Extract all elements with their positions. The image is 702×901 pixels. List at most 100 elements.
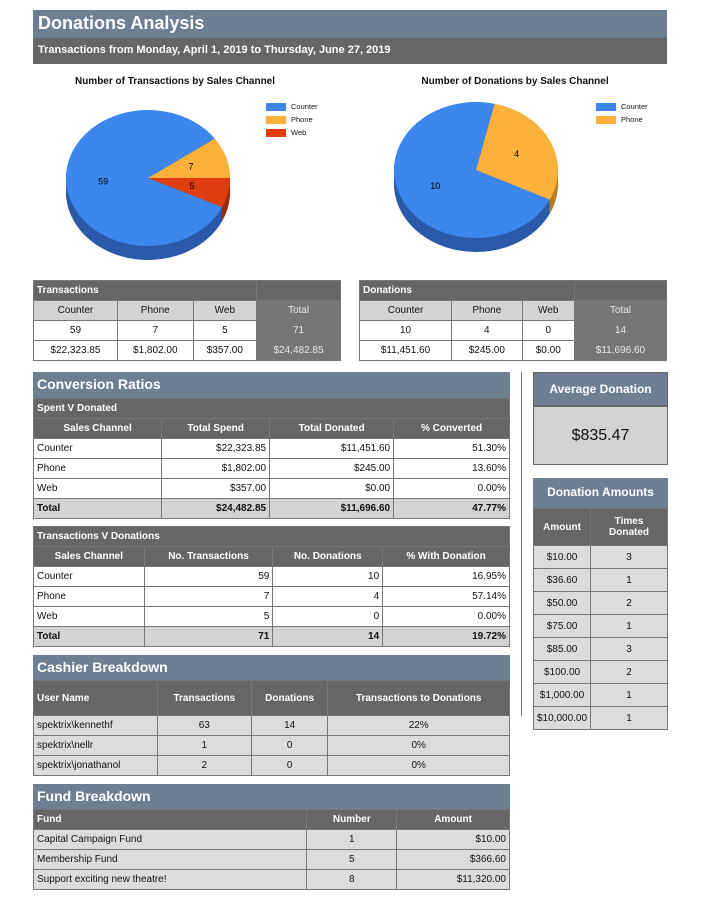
- table-cell: 14: [250, 715, 329, 736]
- table-cell: 7: [143, 586, 274, 607]
- table-cell: $11,320.00: [396, 869, 510, 890]
- table-cell: Total: [33, 626, 145, 647]
- table-cell: $1,000.00: [532, 683, 592, 707]
- table-cell: 8: [306, 869, 398, 890]
- table-cell: 0: [250, 735, 329, 756]
- legend-phone: Phone: [266, 113, 318, 126]
- transactions-pie-chart: 7 5 59: [65, 110, 230, 260]
- column-header: Sales Channel: [33, 546, 145, 567]
- donation-amounts-table: Amount Times Donated $10.00 3 $36.60 1 $50.00 2…: [532, 508, 668, 730]
- pie-data-label: 4: [514, 149, 519, 159]
- table-cell: 1: [590, 683, 668, 707]
- table-cell: 1: [590, 614, 668, 638]
- table-cell: 3: [590, 637, 668, 661]
- column-header: % With Donation: [382, 546, 510, 567]
- table-cell: $10.00: [532, 545, 592, 569]
- average-donation-value: $835.47: [533, 406, 668, 465]
- table-cell: 59: [143, 566, 274, 587]
- table-row: Web $357.00 $0.00 0.00%: [32, 478, 510, 499]
- pie-slice-counter: [65, 110, 223, 247]
- date-range-subtitle: Transactions from Monday, April 1, 2019 …: [33, 38, 667, 64]
- legend-counter: Counter: [266, 100, 318, 113]
- conversion-ratios-heading: Conversion Ratios: [33, 372, 510, 398]
- table-cell: $85.00: [532, 637, 592, 661]
- table-cell: spektrix\nellr: [33, 735, 158, 756]
- column-header: Transactions: [156, 680, 252, 716]
- divider: [521, 372, 522, 716]
- table-cell: $10,000.00: [532, 706, 592, 730]
- table-cell: $24,482.85: [161, 498, 271, 519]
- table-cell: 0: [272, 606, 384, 627]
- table-subtitle: Transactions V Donations: [33, 526, 510, 547]
- table-cell: $36.60: [532, 568, 592, 592]
- average-donation-heading: Average Donation: [533, 372, 668, 406]
- table-cell: $50.00: [532, 591, 592, 615]
- table-cell: $11,696.60: [269, 498, 395, 519]
- table-row: $50.00 2: [532, 591, 668, 615]
- table-cell: $100.00: [532, 660, 592, 684]
- table-row: spektrix\nellr 1 0 0%: [33, 735, 510, 756]
- table-cell: 1: [590, 568, 668, 592]
- table-cell: Counter: [33, 566, 145, 587]
- table-row: Web 5 0 0.00%: [33, 606, 510, 627]
- table-cell: 3: [590, 545, 668, 569]
- pie-slice-counter: [394, 102, 550, 238]
- table-row: $10.00 3: [532, 545, 668, 569]
- table-cell: Web: [33, 606, 145, 627]
- table-row: $100.00 2: [532, 660, 668, 684]
- table-cell: Capital Campaign Fund: [32, 829, 308, 850]
- table-cell: $0.00: [269, 478, 395, 499]
- table-cell: 51.30%: [393, 438, 510, 459]
- table-cell: $22,323.85: [161, 438, 271, 459]
- table-cell: 71: [143, 626, 274, 647]
- column-header: Times Donated: [590, 508, 668, 546]
- table-subtitle: Spent V Donated: [33, 398, 510, 419]
- table-cell: Membership Fund: [32, 849, 308, 870]
- table-row: $75.00 1: [532, 614, 668, 638]
- column-header: No. Donations: [272, 546, 384, 567]
- table-row: $36.60 1: [532, 568, 668, 592]
- table-cell: spektrix\kennethf: [33, 715, 158, 736]
- fund-breakdown-table: Fund Number Amount Capital Campaign Fund 1 $1…: [32, 809, 510, 890]
- column-header: % Converted: [393, 418, 510, 439]
- table-row: Membership Fund 5 $366.60: [32, 849, 510, 870]
- column-header: Donations: [250, 680, 329, 716]
- table-row: Phone $1,802.00 $245.00 13.60%: [32, 458, 510, 479]
- table-row: Capital Campaign Fund 1 $10.00: [32, 829, 510, 850]
- table-cell: 57.14%: [382, 586, 510, 607]
- table-cell: $245.00: [269, 458, 395, 479]
- table-row: $85.00 3: [532, 637, 668, 661]
- table-cell: 5: [306, 849, 398, 870]
- legend-web: Web: [266, 126, 318, 139]
- table-cell: 16.95%: [382, 566, 510, 587]
- table-row: Total 71 14 19.72%: [33, 626, 510, 647]
- table-cell: 0: [250, 755, 329, 776]
- table-row: Total $24,482.85 $11,696.60 47.77%: [32, 498, 510, 519]
- table-row: $1,000.00 1: [532, 683, 668, 707]
- table-cell: $75.00: [532, 614, 592, 638]
- table-cell: 0%: [327, 755, 510, 776]
- table-cell: $357.00: [161, 478, 271, 499]
- table-cell: $1,802.00: [161, 458, 271, 479]
- table-cell: 63: [156, 715, 252, 736]
- cashier-breakdown-table: User Name Transactions Donations Transactio…: [33, 680, 510, 776]
- transactions-v-donations-table: Transactions V Donations Sales Channel No.…: [33, 526, 510, 647]
- table-row: spektrix\kennethf 63 14 22%: [33, 715, 510, 736]
- table-cell: 19.72%: [382, 626, 510, 647]
- donations-pie-chart: 4 10: [394, 102, 558, 253]
- table-cell: 5: [143, 606, 274, 627]
- page-title: Donations Analysis: [33, 10, 667, 38]
- table-cell: 0.00%: [382, 606, 510, 627]
- column-header: Number: [306, 809, 398, 830]
- donation-amounts-heading: Donation Amounts: [533, 478, 668, 508]
- table-cell: $11,451.60: [269, 438, 395, 459]
- column-header: Sales Channel: [32, 418, 163, 439]
- table-cell: 22%: [327, 715, 510, 736]
- table-cell: 2: [156, 755, 252, 776]
- donations-table: Donations Counter Phone Web Total 10 4 0 14 $1…: [358, 280, 668, 361]
- table-cell: 1: [156, 735, 252, 756]
- table-cell: 0%: [327, 735, 510, 756]
- table-cell: 14: [272, 626, 384, 647]
- table-row: Counter $22,323.85 $11,451.60 51.30%: [32, 438, 510, 459]
- table-cell: 13.60%: [393, 458, 510, 479]
